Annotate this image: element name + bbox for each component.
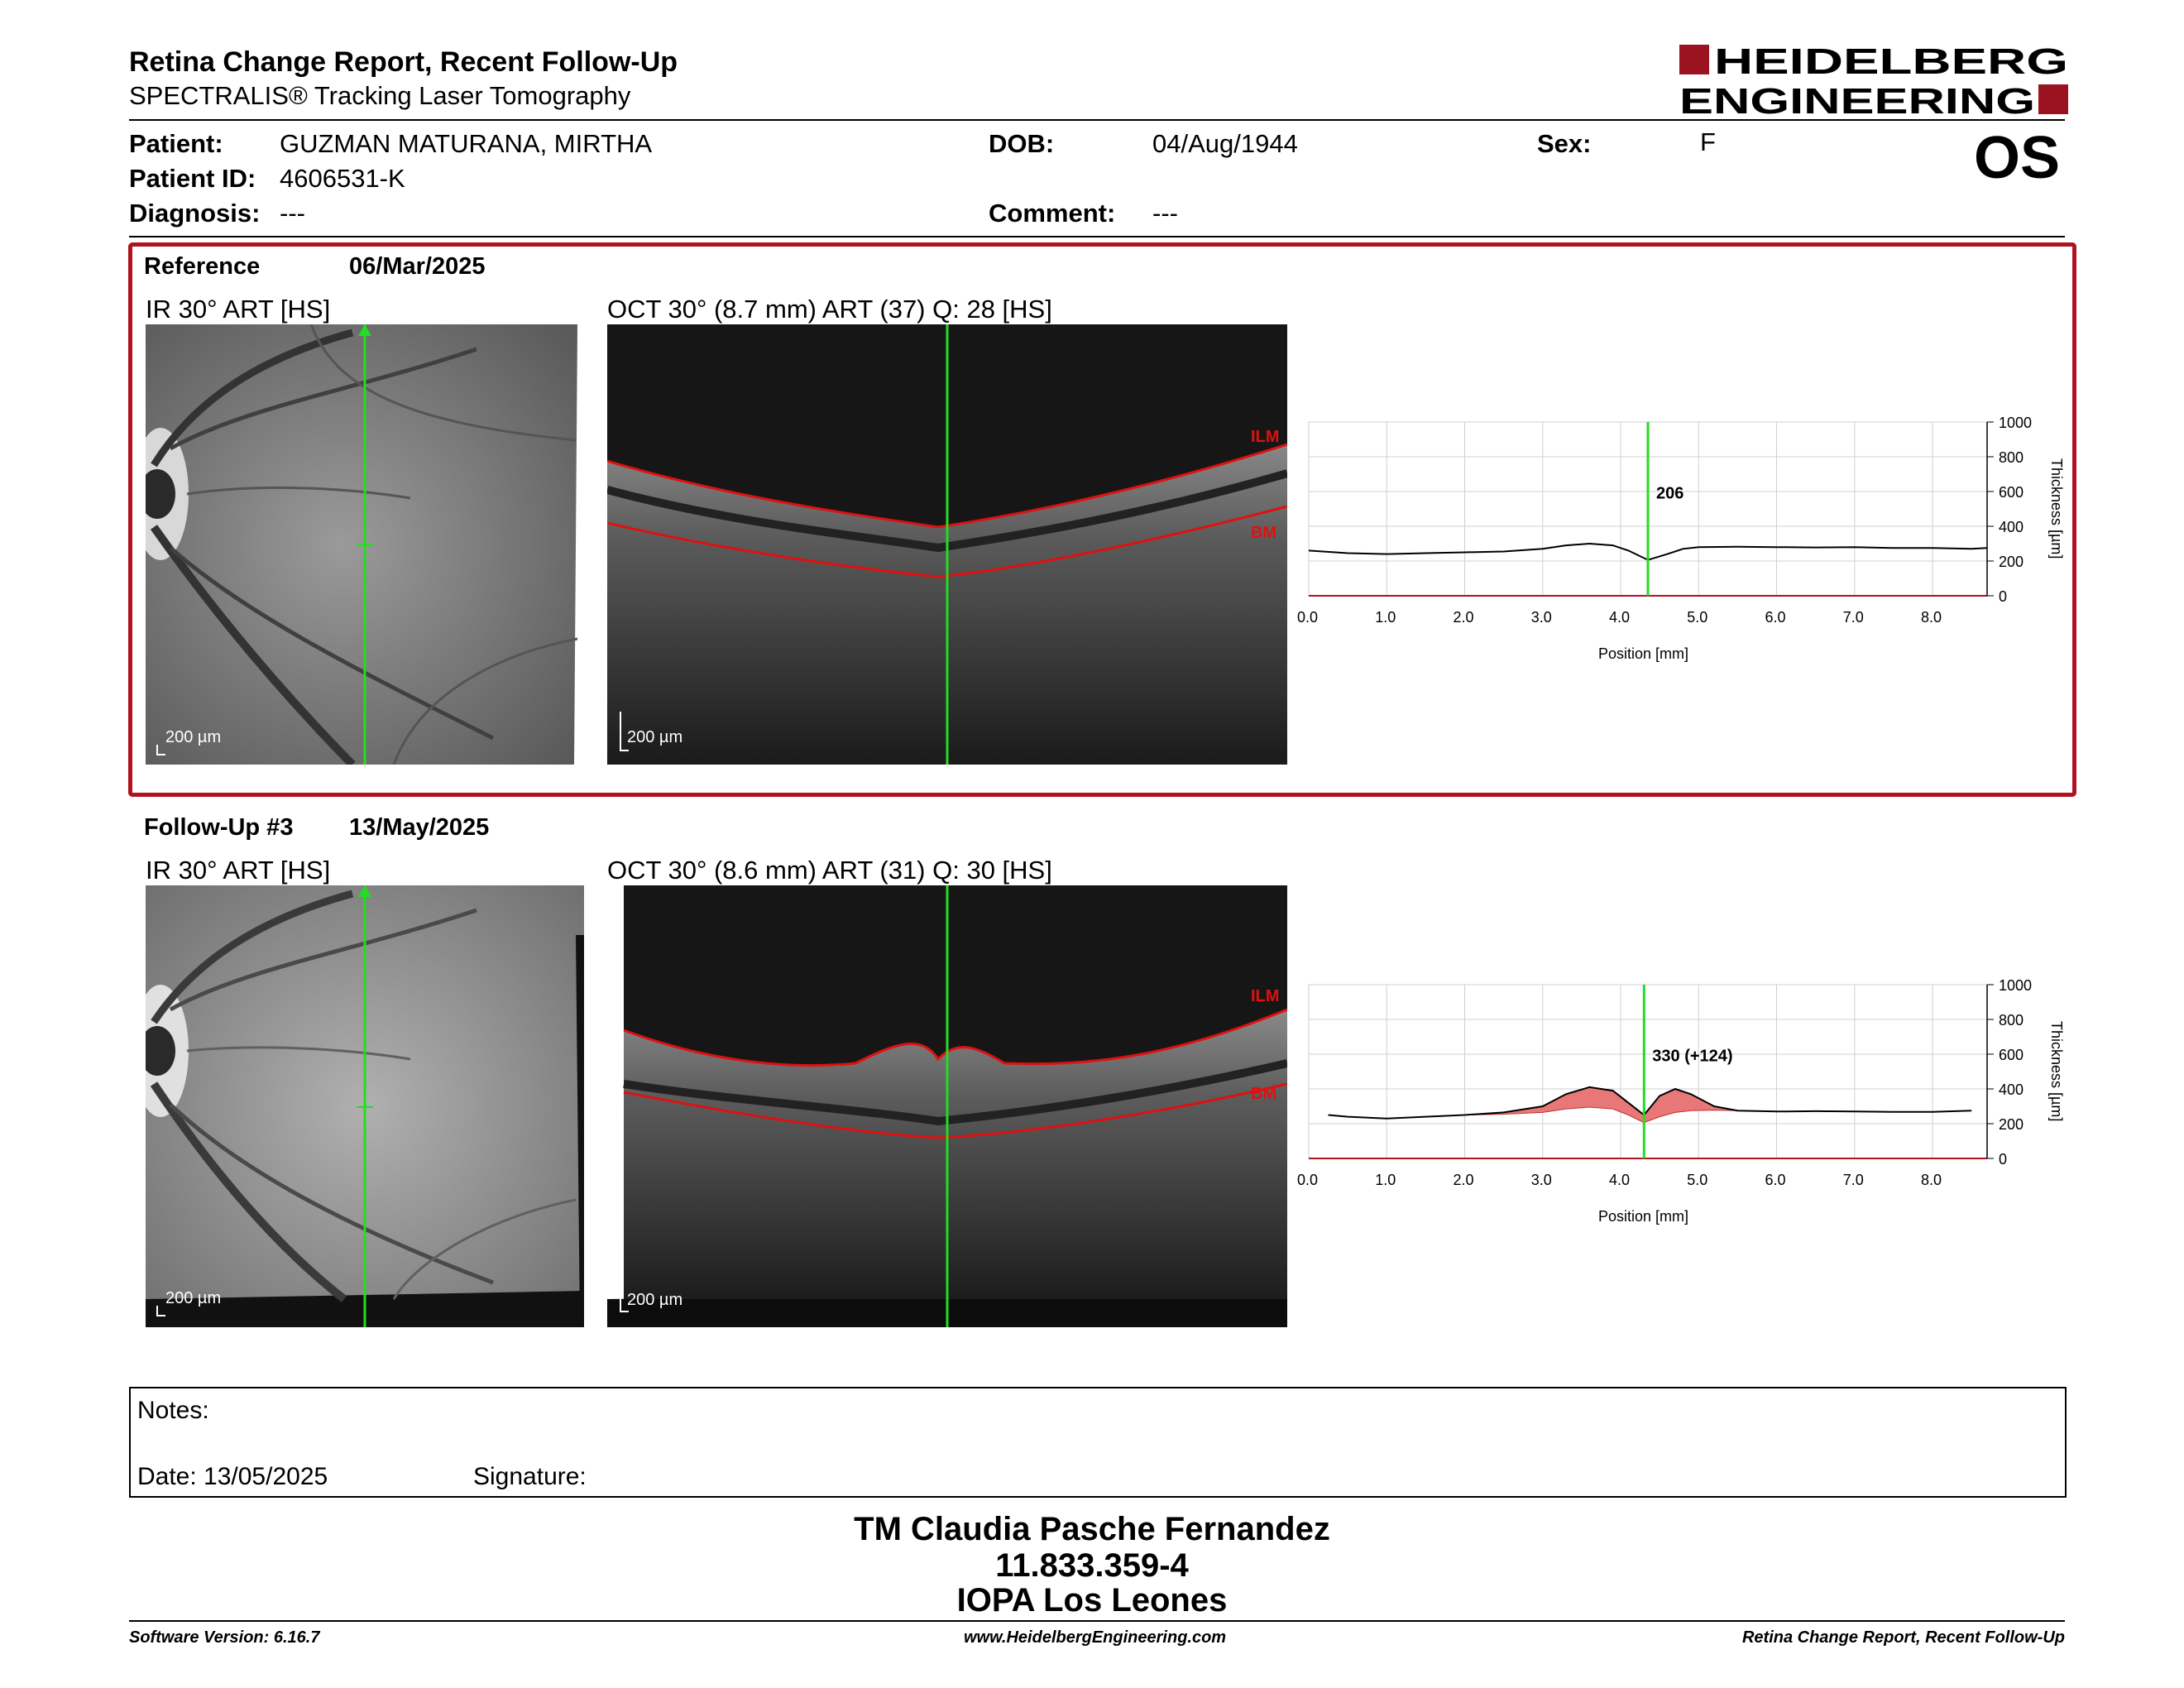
followup-ir-scale: 200 µm <box>165 1289 222 1307</box>
followup-oct-scale: 200 µm <box>627 1291 683 1309</box>
fu-ytick-label: 0 <box>1999 1151 2007 1168</box>
ref-y-axis-title: Thickness [µm] <box>2048 458 2065 559</box>
fu-x-axis-title: Position [mm] <box>1598 1208 1688 1225</box>
ref-ytick-label: 0 <box>1999 588 2007 605</box>
fu-xtick-label: 7.0 <box>1843 1172 1864 1188</box>
diagnosis-label: Diagnosis: <box>129 199 261 228</box>
ref-xtick-label: 2.0 <box>1454 609 1474 626</box>
followup-oct-image: ILM BM 200 µm <box>607 885 1287 1327</box>
footer-divider <box>129 1620 2065 1622</box>
notes-date: Date: 13/05/2025 <box>137 1463 328 1490</box>
fu-ytick-label: 800 <box>1999 1012 2024 1029</box>
notes-box: Notes: Date: 13/05/2025 Signature: <box>129 1387 2067 1498</box>
fu-marker-value: 330 (+124) <box>1652 1047 1732 1065</box>
followup-bm-label: BM <box>1251 1085 1276 1103</box>
patient-name-label: Patient: <box>129 129 223 158</box>
fu-xtick-label: 3.0 <box>1531 1172 1552 1188</box>
website: www.HeidelbergEngineering.com <box>964 1628 1227 1647</box>
patient-divider <box>129 236 2065 237</box>
header-divider <box>129 119 2065 121</box>
comment-label: Comment: <box>989 199 1116 228</box>
followup-ir-caption: IR 30° ART [HS] <box>146 856 331 885</box>
ref-marker-value: 206 <box>1656 484 1684 502</box>
ref-xtick-label: 5.0 <box>1687 609 1707 626</box>
ref-ytick-label: 600 <box>1999 484 2024 501</box>
followup-date: 13/May/2025 <box>349 814 490 841</box>
fu-xtick-label: 0.0 <box>1297 1172 1318 1188</box>
patient-id-label: Patient ID: <box>129 164 256 193</box>
reference-ir-scale: 200 µm <box>165 728 222 746</box>
ref-xtick-label: 7.0 <box>1843 609 1864 626</box>
comment-value: --- <box>1152 199 1178 228</box>
patient-name: GUZMAN MATURANA, MIRTHA <box>280 129 653 158</box>
ref-ytick-label: 1000 <box>1999 415 2032 431</box>
followup-label: Follow-Up #3 <box>144 814 294 841</box>
dob-label: DOB: <box>989 129 1055 158</box>
fu-ytick-label: 1000 <box>1999 977 2032 994</box>
svg-text:ENGINEERING: ENGINEERING <box>1679 81 2035 116</box>
followup-ilm-label: ILM <box>1251 987 1279 1005</box>
reference-oct-image: ILM BM 200 µm <box>607 324 1287 765</box>
sex-value: F <box>1700 127 1716 156</box>
ref-ytick-label: 400 <box>1999 519 2024 535</box>
operator-institution: IOPA Los Leones <box>956 1582 1228 1618</box>
reference-oct-scale: 200 µm <box>627 728 683 746</box>
heidelberg-logo: HEIDELBERG ENGINEERING <box>1679 45 2068 116</box>
svg-text:HEIDELBERG: HEIDELBERG <box>1714 45 2068 82</box>
fu-xtick-label: 1.0 <box>1375 1172 1396 1188</box>
signature-label: Signature: <box>473 1463 587 1490</box>
fu-plot-area <box>1308 984 1988 1159</box>
operator-id: 11.833.359-4 <box>995 1547 1189 1584</box>
ref-xtick-label: 4.0 <box>1609 609 1630 626</box>
eye-laterality: OS <box>1973 125 2060 191</box>
fu-xtick-label: 2.0 <box>1454 1172 1474 1188</box>
reference-bm-label: BM <box>1251 524 1276 542</box>
reference-thickness-chart: 0 200 400 600 800 1000 0.0 1.0 2.0 3.0 4.0 5.0 6.0 7.… <box>1297 415 2065 662</box>
reference-ir-caption: IR 30° ART [HS] <box>146 295 331 324</box>
fu-xtick-label: 4.0 <box>1609 1172 1630 1188</box>
fu-xtick-label: 8.0 <box>1921 1172 1942 1188</box>
reference-date: 06/Mar/2025 <box>349 253 486 280</box>
software-version: Software Version: 6.16.7 <box>129 1628 320 1647</box>
footer-report-name: Retina Change Report, Recent Follow-Up <box>1741 1628 2065 1647</box>
reference-panel <box>128 242 2076 797</box>
reference-ir-image: 200 µm <box>146 324 584 765</box>
ref-xtick-label: 8.0 <box>1921 609 1942 626</box>
reference-oct-caption: OCT 30° (8.7 mm) ART (37) Q: 28 [HS] <box>607 295 1052 324</box>
ref-ytick-label: 200 <box>1999 554 2024 570</box>
fu-y-axis-title: Thickness [µm] <box>2048 1021 2065 1121</box>
followup-ir-image: 200 µm <box>146 885 584 1327</box>
reference-label: Reference <box>144 253 261 280</box>
ref-ytick-label: 800 <box>1999 449 2024 466</box>
dob-value: 04/Aug/1944 <box>1152 129 1298 158</box>
ref-xtick-label: 1.0 <box>1375 609 1396 626</box>
patient-id: 4606531-K <box>280 164 405 193</box>
fu-ytick-label: 400 <box>1999 1081 2024 1098</box>
ref-x-axis-title: Position [mm] <box>1598 645 1688 662</box>
ref-xtick-label: 6.0 <box>1765 609 1786 626</box>
diagnosis-value: --- <box>280 199 305 228</box>
reference-ilm-label: ILM <box>1251 428 1279 446</box>
fu-xtick-label: 6.0 <box>1765 1172 1786 1188</box>
report-subtitle: SPECTRALIS® Tracking Laser Tomography <box>129 81 631 110</box>
fu-xtick-label: 5.0 <box>1687 1172 1707 1188</box>
followup-thickness-chart: 0 200 400 600 800 1000 0.0 1.0 2.0 3.0 4.0 5.0 6.0 7.… <box>1297 977 2065 1225</box>
report-title: Retina Change Report, Recent Follow-Up <box>129 46 678 78</box>
followup-oct-caption: OCT 30° (8.6 mm) ART (31) Q: 30 [HS] <box>607 856 1052 885</box>
ref-xtick-label: 3.0 <box>1531 609 1552 626</box>
fu-ytick-label: 200 <box>1999 1116 2024 1133</box>
sex-label: Sex: <box>1537 129 1592 158</box>
fu-ytick-label: 600 <box>1999 1047 2024 1063</box>
operator-name: TM Claudia Pasche Fernandez <box>854 1511 1330 1547</box>
notes-label: Notes: <box>137 1397 209 1424</box>
ref-xtick-label: 0.0 <box>1297 609 1318 626</box>
